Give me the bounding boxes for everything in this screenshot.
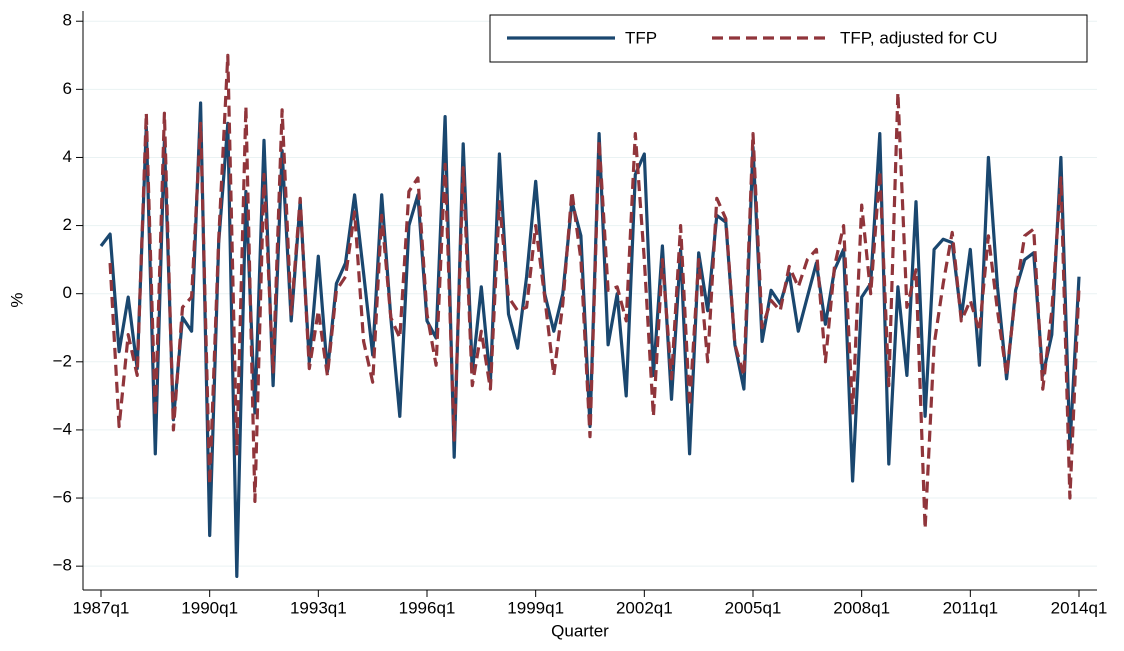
y-tick-label: 2	[63, 215, 72, 234]
x-tick-label: 2014q1	[1051, 598, 1108, 617]
x-tick-label: 2005q1	[725, 598, 782, 617]
y-axis-label: %	[7, 292, 26, 307]
y-tick-label: 0	[63, 283, 72, 302]
series-line	[108, 53, 1081, 531]
x-tick-label: 2011q1	[943, 598, 998, 617]
x-axis-label: Quarter	[551, 621, 609, 640]
y-tick-label: 6	[63, 79, 72, 98]
x-tick-label: 2002q1	[616, 598, 673, 617]
x-tick-label: 1987q1	[73, 598, 130, 617]
x-tick-label: 1996q1	[399, 598, 456, 617]
y-tick-label: −4	[53, 419, 72, 438]
y-tick-label: −2	[53, 351, 72, 370]
legend-label: TFP, adjusted for CU	[840, 28, 997, 47]
series-line	[99, 101, 1081, 578]
x-tick-label: 1993q1	[290, 598, 347, 617]
legend-label: TFP	[625, 28, 657, 47]
x-tick-label: 1990q1	[181, 598, 238, 617]
y-tick-label: 8	[63, 11, 72, 30]
x-tick-label: 1999q1	[507, 598, 564, 617]
x-tick-label: 2008q1	[833, 598, 890, 617]
y-tick-label: 4	[63, 147, 72, 166]
y-tick-label: −6	[53, 488, 72, 507]
y-tick-label: −8	[53, 556, 72, 575]
